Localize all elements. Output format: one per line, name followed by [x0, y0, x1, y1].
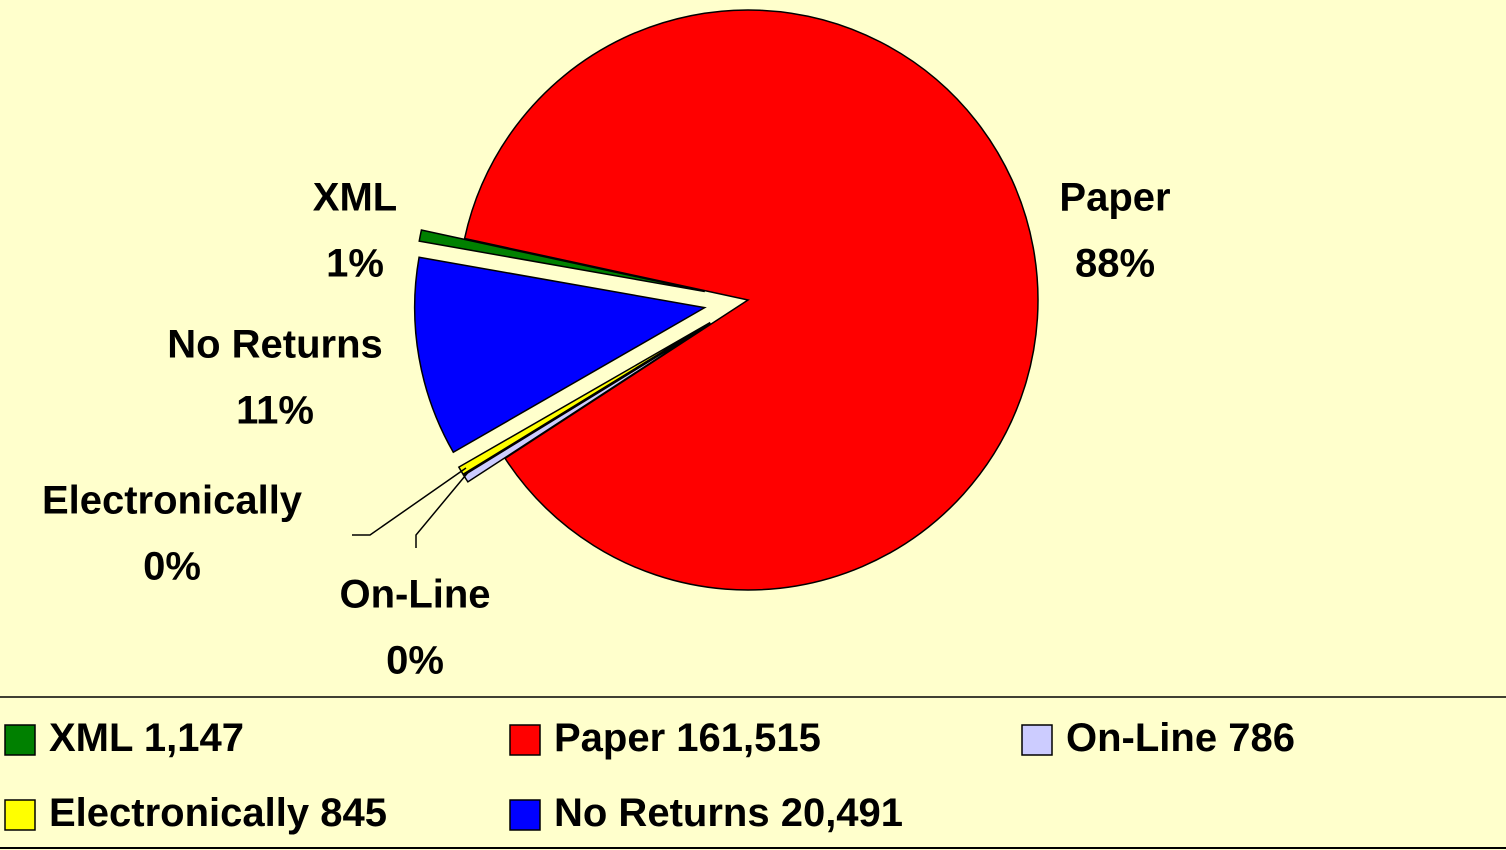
- leader-line: [352, 467, 467, 536]
- slice-percent: 88%: [1075, 242, 1155, 286]
- legend-name: Electronically: [49, 791, 310, 835]
- legend-space: [665, 716, 676, 760]
- slice-percent: 0%: [143, 545, 201, 589]
- slice-label: On-Line: [339, 573, 490, 617]
- legend-name: No Returns: [554, 791, 770, 835]
- slice-label: Electronically: [42, 479, 303, 523]
- slice-label: Paper: [1059, 176, 1170, 220]
- legend-entry: Electronically 845: [49, 791, 387, 835]
- legend-name: XML: [49, 716, 133, 760]
- legend-value: 845: [320, 791, 387, 835]
- legend-space: [309, 791, 320, 835]
- pie-slice: [463, 9, 1039, 591]
- pie-slice: [413, 256, 707, 454]
- legend-swatch: [509, 799, 541, 831]
- legend-name: Paper: [554, 716, 665, 760]
- legend-value: 161,515: [676, 716, 821, 760]
- legend-entry: No Returns 20,491: [554, 791, 903, 835]
- legend-entry: On-Line 786: [1066, 716, 1295, 760]
- legend-space: [133, 716, 144, 760]
- legend-space: [1217, 716, 1228, 760]
- legend-swatch: [4, 724, 36, 756]
- pie-slice: [418, 229, 705, 293]
- leader-line: [415, 469, 471, 548]
- slice-percent: 11%: [236, 389, 314, 433]
- legend-swatch: [509, 724, 541, 756]
- legend-value: 1,147: [144, 716, 244, 760]
- legend-entry: XML 1,147: [49, 716, 244, 760]
- legend-value: 20,491: [781, 791, 903, 835]
- legend-value: 786: [1228, 716, 1295, 760]
- pie-slice: [462, 322, 712, 483]
- slice-label: XML: [313, 176, 397, 220]
- legend-space: [770, 791, 781, 835]
- legend-name: On-Line: [1066, 716, 1217, 760]
- legend-swatch: [1021, 724, 1053, 756]
- legend-swatch: [4, 799, 36, 831]
- slice-label: No Returns: [167, 323, 383, 367]
- slice-percent: 1%: [326, 242, 384, 286]
- slice-percent: 0%: [386, 639, 444, 683]
- legend-entry: Paper 161,515: [554, 716, 821, 760]
